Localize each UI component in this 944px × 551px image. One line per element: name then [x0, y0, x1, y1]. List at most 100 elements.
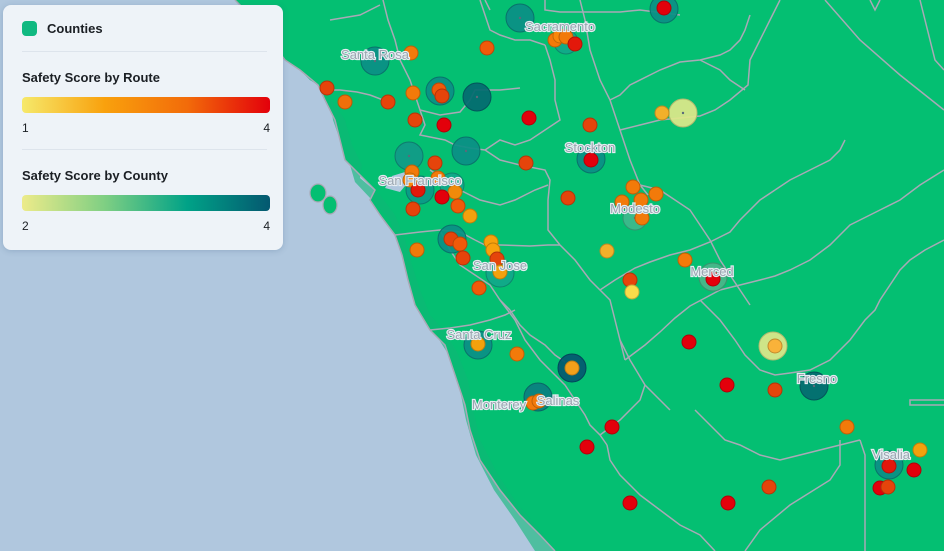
route-score-point[interactable]	[767, 382, 783, 398]
route-score-point[interactable]	[654, 105, 670, 121]
route-score-point[interactable]	[839, 419, 855, 435]
route-score-point[interactable]	[518, 155, 534, 171]
route-score-point[interactable]	[434, 88, 450, 104]
route-score-point[interactable]	[462, 208, 478, 224]
route-score-point[interactable]	[634, 210, 650, 226]
city-label: Santa Rosa	[341, 47, 410, 62]
route-score-point[interactable]	[614, 194, 630, 210]
city-dot	[407, 154, 411, 158]
city-label: San Francisco	[378, 173, 461, 188]
route-score-point[interactable]	[380, 94, 396, 110]
route-ramp-max: 4	[263, 121, 270, 135]
route-score-point[interactable]	[767, 338, 783, 354]
city-label: Monterey	[472, 397, 527, 412]
route-score-point[interactable]	[521, 110, 537, 126]
route-score-point[interactable]	[337, 94, 353, 110]
route-score-point[interactable]	[319, 80, 335, 96]
route-score-point[interactable]	[622, 495, 638, 511]
city-dot	[464, 149, 468, 153]
county-color-ramp	[22, 195, 270, 211]
county-ramp-max: 4	[263, 219, 270, 233]
city-dot	[681, 111, 685, 115]
route-score-point[interactable]	[434, 189, 450, 205]
route-score-point[interactable]	[681, 334, 697, 350]
legend-divider	[22, 51, 267, 52]
city-label: Modesto	[610, 201, 660, 216]
city-dot	[812, 384, 816, 388]
route-score-point[interactable]	[599, 243, 615, 259]
route-score-point[interactable]	[648, 186, 664, 202]
city-label: San Jose	[473, 258, 527, 273]
route-score-point[interactable]	[912, 442, 928, 458]
county-legend-title: Safety Score by County	[22, 168, 168, 183]
island	[309, 183, 327, 203]
county-borders	[234, 0, 944, 551]
land-shelf	[330, 98, 555, 551]
route-score-point[interactable]	[436, 117, 452, 133]
legend-layer-counties[interactable]: Counties	[22, 5, 267, 51]
route-score-point[interactable]	[677, 252, 693, 268]
route-score-point[interactable]	[407, 112, 423, 128]
route-score-point[interactable]	[881, 458, 897, 474]
route-color-ramp	[22, 97, 270, 113]
route-score-point[interactable]	[405, 85, 421, 101]
city-labels: Sacramento Santa Rosa Stockton San Francisc…	[340, 18, 912, 463]
route-score-point[interactable]	[427, 155, 443, 171]
route-score-point[interactable]	[656, 0, 672, 16]
city-label: Merced	[690, 264, 733, 279]
route-score-point[interactable]	[761, 479, 777, 495]
city-label: Stockton	[565, 140, 616, 155]
route-score-point[interactable]	[409, 242, 425, 258]
route-score-point[interactable]	[880, 479, 896, 495]
counties-swatch-icon	[22, 20, 37, 36]
route-ramp-labels: 1 4	[22, 121, 270, 135]
city-label: Fresno	[797, 371, 837, 386]
route-score-point[interactable]	[564, 360, 580, 376]
route-score-point[interactable]	[720, 495, 736, 511]
island	[322, 195, 338, 215]
route-score-point[interactable]	[633, 192, 649, 208]
route-ramp-min: 1	[22, 121, 29, 135]
route-score-point[interactable]	[471, 280, 487, 296]
county-score-circles	[360, 0, 904, 480]
route-score-points	[319, 0, 928, 511]
route-score-point[interactable]	[470, 336, 486, 352]
route-score-point[interactable]	[567, 36, 583, 52]
city-dot	[475, 95, 479, 99]
land-mass	[235, 0, 944, 551]
route-score-point[interactable]	[450, 198, 466, 214]
county-ramp-min: 2	[22, 219, 29, 233]
route-score-point[interactable]	[583, 152, 599, 168]
route-score-point[interactable]	[604, 419, 620, 435]
route-score-point[interactable]	[479, 40, 495, 56]
city-label: Santa Cruz	[446, 327, 511, 342]
route-score-point[interactable]	[410, 182, 426, 198]
legend-layer-label: Counties	[47, 20, 103, 36]
county-ramp-labels: 2 4	[22, 219, 270, 233]
route-score-point[interactable]	[906, 462, 922, 478]
route-score-point[interactable]	[624, 284, 640, 300]
route-score-point[interactable]	[405, 201, 421, 217]
route-score-point[interactable]	[455, 250, 471, 266]
city-dot	[518, 16, 522, 20]
route-legend-title: Safety Score by Route	[22, 70, 160, 85]
route-score-point[interactable]	[582, 117, 598, 133]
route-score-point[interactable]	[447, 184, 463, 200]
route-score-point[interactable]	[509, 346, 525, 362]
route-score-point[interactable]	[531, 393, 547, 409]
map-legend: Counties Safety Score by Route 1 4 Safet…	[3, 5, 283, 250]
route-score-point[interactable]	[579, 439, 595, 455]
route-score-point[interactable]	[430, 170, 446, 186]
route-score-point[interactable]	[402, 172, 418, 188]
route-score-point[interactable]	[719, 377, 735, 393]
route-score-point[interactable]	[403, 45, 419, 61]
city-label: Visalia	[872, 447, 911, 462]
route-score-point[interactable]	[625, 179, 641, 195]
route-score-point[interactable]	[705, 271, 721, 287]
legend-divider	[22, 149, 267, 150]
city-dot	[373, 59, 377, 63]
route-score-point[interactable]	[492, 264, 508, 280]
route-score-point[interactable]	[560, 190, 576, 206]
route-score-point[interactable]	[452, 236, 468, 252]
